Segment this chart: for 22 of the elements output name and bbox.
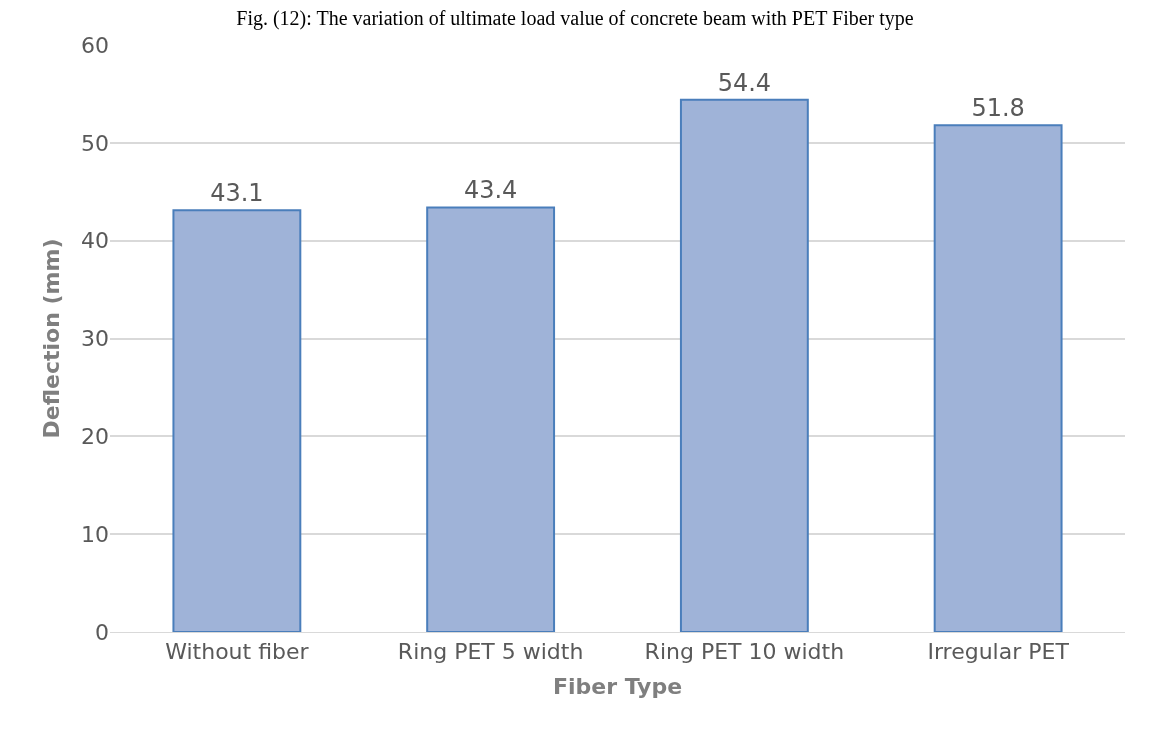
chart-title: Fig. (12): The variation of ultimate load value of concrete beam with PET Fiber type	[236, 7, 914, 31]
data-label: 51.8	[971, 94, 1025, 123]
y-tick-label: 10	[81, 521, 109, 547]
bar	[933, 124, 1063, 632]
x-tick-label: Without fiber	[165, 639, 310, 665]
x-axis-title: Fiber Type	[552, 674, 683, 700]
y-tick-label: 60	[81, 32, 109, 58]
x-tick-label: Ring PET 5 width	[397, 639, 584, 665]
data-label: 54.4	[717, 68, 772, 97]
y-tick-label: 50	[81, 130, 109, 156]
y-tick-label: 30	[81, 326, 109, 352]
data-label: 43.1	[210, 179, 264, 208]
x-tick-label: Irregular PET	[927, 639, 1070, 665]
bar	[426, 206, 556, 632]
bar	[679, 98, 809, 632]
data-label: 43.4	[463, 176, 518, 205]
y-tick-label: 40	[81, 228, 109, 254]
bar	[172, 209, 302, 632]
y-tick-label: 20	[81, 424, 109, 450]
x-tick-label: Ring PET 10 width	[644, 639, 845, 665]
y-tick-label: 0	[95, 619, 109, 645]
y-axis-title: Deflection (mm)	[38, 238, 64, 439]
